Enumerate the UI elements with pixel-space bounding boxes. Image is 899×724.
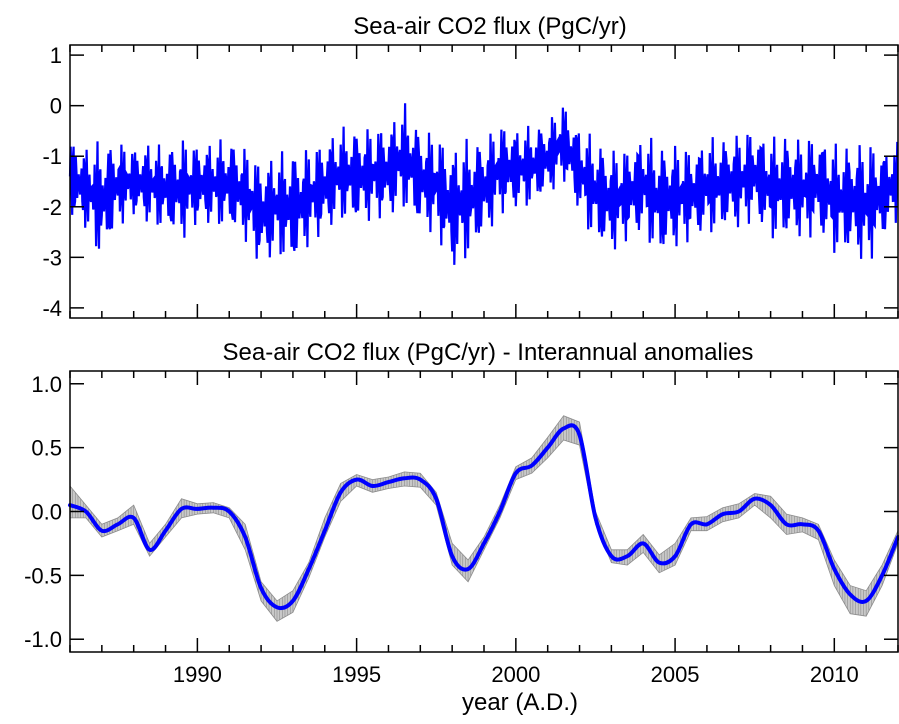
anomaly-ytick-label: 0.0 — [31, 500, 62, 525]
flux-ytick-label: -2 — [42, 195, 62, 220]
flux-ytick-label: 0 — [50, 94, 62, 119]
anomaly-ytick-label: -0.5 — [24, 563, 62, 588]
flux-panel: Sea-air CO2 flux (PgC/yr) 1 0 -1 -2 -3 -4 — [42, 13, 899, 321]
anomaly-xtick-label: 1995 — [332, 662, 381, 687]
anomaly-band-group — [69, 415, 899, 622]
anomaly-xtick-label: 2005 — [651, 662, 700, 687]
x-axis-label: year (A.D.) — [462, 689, 578, 716]
flux-series-group — [68, 103, 899, 265]
anomaly-chart-title: Sea-air CO2 flux (PgC/yr) - Interannual … — [223, 339, 754, 366]
anomaly-xtick-label: 2000 — [491, 662, 540, 687]
flux-ytick-label: -3 — [42, 245, 62, 270]
anomaly-panel: Sea-air CO2 flux (PgC/yr) - Interannual … — [24, 339, 899, 716]
anomaly-ytick-label: 0.5 — [31, 436, 62, 461]
anomaly-uncertainty-band — [69, 415, 899, 622]
anomaly-ytick-label: 1.0 — [31, 372, 62, 397]
flux-ytick-label: -4 — [42, 296, 62, 321]
flux-series-line — [68, 103, 899, 265]
anomaly-xtick-label: 2010 — [810, 662, 859, 687]
flux-ytick-label: -1 — [42, 144, 62, 169]
anomaly-plot-frame — [69, 370, 899, 653]
flux-chart-title: Sea-air CO2 flux (PgC/yr) — [353, 13, 626, 40]
flux-plot-frame — [69, 44, 899, 319]
anomaly-series-line — [68, 423, 899, 611]
anomaly-axis-ticks: 1.0 0.5 0.0 -0.5 -1.0 1990 1995 2000 2005 2010 — [24, 371, 899, 687]
flux-ytick-label: 1 — [50, 43, 62, 68]
anomaly-ytick-label: -1.0 — [24, 627, 62, 652]
anomaly-xtick-label: 1990 — [173, 662, 222, 687]
anomaly-line-group — [68, 423, 899, 611]
